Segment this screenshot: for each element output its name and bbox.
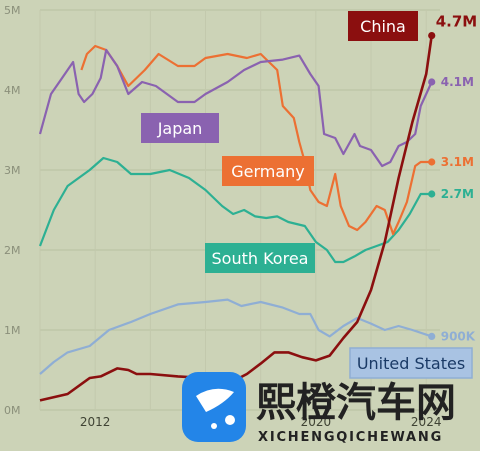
series-label-china: China xyxy=(348,11,418,41)
end-label-south-korea: 2.7M xyxy=(441,187,474,201)
series-label-united-states: United States xyxy=(349,347,473,379)
watermark: 熙橙汽车网 XICHENGQICHEWANG xyxy=(182,372,456,445)
series-label-germany: Germany xyxy=(222,156,314,186)
series-label-text: China xyxy=(360,17,406,36)
y-tick-label: 5M xyxy=(4,4,21,17)
gridlines xyxy=(39,9,440,411)
series-line-germany xyxy=(80,44,432,236)
x-tick-label: 2012 xyxy=(80,415,111,429)
series-label-box xyxy=(205,243,315,273)
series-label-japan: Japan xyxy=(141,113,219,143)
series-label-text: Germany xyxy=(231,162,305,181)
x-tick-label: 2024 xyxy=(411,415,442,429)
end-markers xyxy=(428,31,436,340)
y-tick-label: 3M xyxy=(4,164,21,177)
series-label-text: South Korea xyxy=(212,249,309,268)
end-label-china: 4.7M xyxy=(436,13,478,31)
x-tick-label: 2020 xyxy=(301,415,332,429)
y-tick-label: 0M xyxy=(4,404,21,417)
end-value-labels: 900K 2.7M 3.1M 4.1M 4.7M xyxy=(436,13,478,344)
series-label-south-korea: South Korea xyxy=(205,243,315,273)
end-dot-germany xyxy=(428,158,436,166)
series-labels: China Japan Germany South Korea United State… xyxy=(141,11,473,379)
watermark-subtitle: XICHENGQICHEWANG xyxy=(258,430,443,445)
y-tick-label: 2M xyxy=(4,244,21,257)
y-axis-ticks: 0M 1M 2M 3M 4M 5M xyxy=(4,4,21,417)
watermark-title: 熙橙汽车网 xyxy=(256,380,456,426)
series-label-box xyxy=(349,347,473,379)
end-label-germany: 3.1M xyxy=(441,155,474,169)
watermark-logo-dot xyxy=(225,415,235,425)
series-label-box xyxy=(222,156,314,186)
end-dot-south-korea xyxy=(428,190,436,198)
end-dot-china xyxy=(428,31,436,40)
series-label-box xyxy=(141,113,219,143)
series-line-united-states xyxy=(39,298,433,375)
series-label-text: United States xyxy=(357,354,465,373)
end-label-japan: 4.1M xyxy=(441,75,474,89)
y-tick-label: 1M xyxy=(4,324,21,337)
y-tick-label: 4M xyxy=(4,84,21,97)
series-label-box xyxy=(348,11,418,41)
series-label-text: Japan xyxy=(157,119,203,138)
series-line-japan xyxy=(38,48,433,168)
series-line-china xyxy=(39,35,433,402)
end-dot-japan xyxy=(428,78,436,86)
watermark-logo-dot xyxy=(211,423,217,429)
watermark-logo-swoosh xyxy=(196,388,234,412)
x-axis-ticks: 2012 2020 2024 xyxy=(80,415,442,429)
end-dot-united-states xyxy=(428,332,436,340)
series-lines xyxy=(38,35,433,402)
end-label-united-states: 900K xyxy=(441,329,476,343)
series-line-south-korea xyxy=(38,156,432,264)
